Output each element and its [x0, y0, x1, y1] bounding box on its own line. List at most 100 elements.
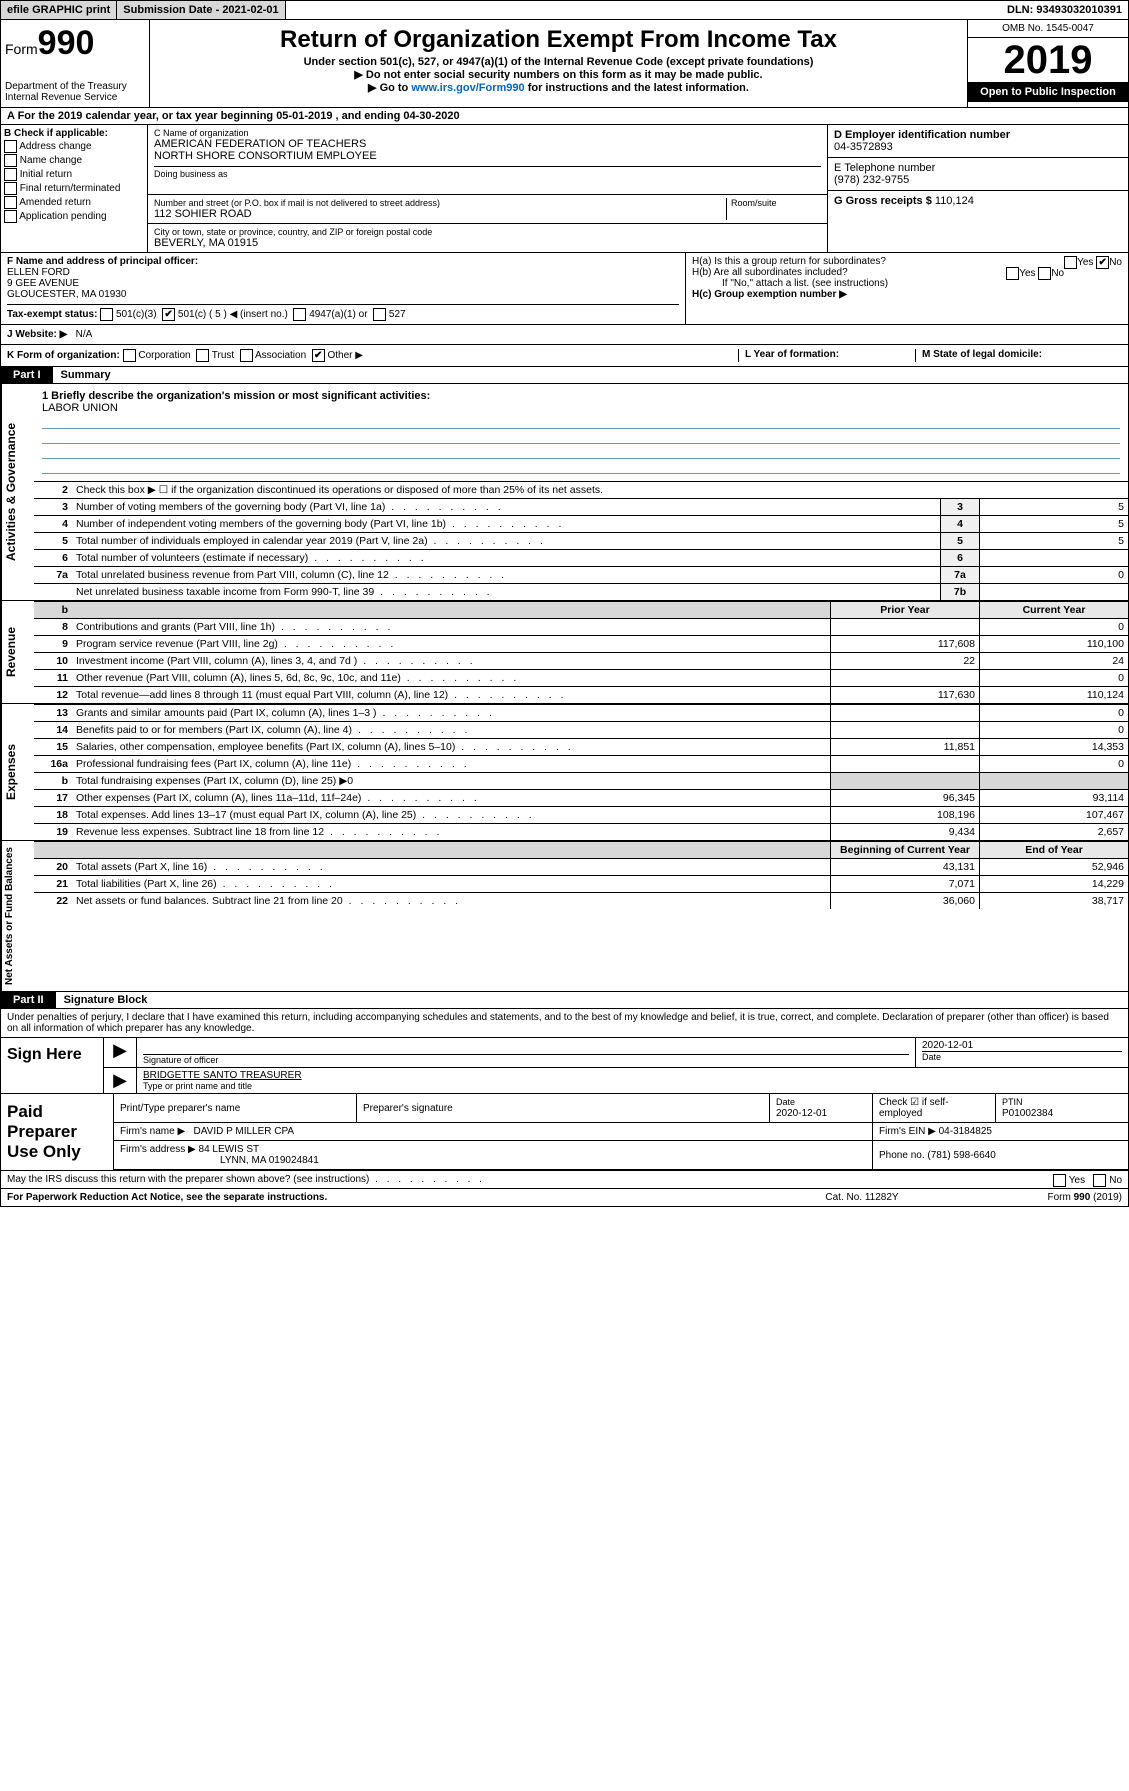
box-e-phone: E Telephone number (978) 232-9755: [828, 158, 1128, 191]
mission-text: LABOR UNION: [42, 402, 1120, 414]
row-a-tax-year: A For the 2019 calendar year, or tax yea…: [0, 108, 1129, 125]
checkbox-discuss-no[interactable]: [1093, 1174, 1106, 1187]
vlabel-governance: Activities & Governance: [1, 384, 34, 600]
firm-addr1: 84 LEWIS ST: [199, 1144, 260, 1155]
penalties-text: Under penalties of perjury, I declare th…: [1, 1009, 1128, 1038]
checkbox-501c3[interactable]: [100, 308, 113, 321]
part1-expenses: Expenses 13Grants and similar amounts pa…: [0, 704, 1129, 841]
paperwork-notice: For Paperwork Reduction Act Notice, see …: [7, 1192, 762, 1203]
checkbox-527[interactable]: [373, 308, 386, 321]
address-label: Number and street (or P.O. box if mail i…: [154, 198, 726, 208]
subtitle-2: ▶ Do not enter social security numbers o…: [154, 68, 963, 81]
vlabel-revenue: Revenue: [1, 601, 34, 703]
footer-row: For Paperwork Reduction Act Notice, see …: [0, 1189, 1129, 1207]
row-klm: K Form of organization: Corporation Trus…: [0, 345, 1129, 367]
checkbox-initial-return[interactable]: [4, 168, 17, 181]
prep-sig-hdr: Preparer's signature: [357, 1094, 770, 1123]
box-g-receipts: G Gross receipts $ 110,124: [828, 191, 1128, 211]
typed-name-label: Type or print name and title: [143, 1081, 1122, 1091]
cat-number: Cat. No. 11282Y: [762, 1192, 962, 1203]
checkbox-trust[interactable]: [196, 349, 209, 362]
part1-body: Activities & Governance 1 Briefly descri…: [0, 384, 1129, 601]
sig-date: 2020-12-01: [922, 1040, 1122, 1051]
part1-netassets: Net Assets or Fund Balances Beginning of…: [0, 841, 1129, 992]
signature-block: Under penalties of perjury, I declare th…: [0, 1009, 1129, 1094]
form-title: Return of Organization Exempt From Incom…: [154, 26, 963, 54]
org-name-label: C Name of organization: [154, 128, 821, 138]
checkbox-assoc[interactable]: [240, 349, 253, 362]
prep-self-employed: Check ☑ if self-employed: [873, 1094, 996, 1123]
ptin-value: P01002384: [1002, 1108, 1053, 1119]
irs-link[interactable]: www.irs.gov/Form990: [411, 82, 524, 94]
preparer-label: Paid Preparer Use Only: [1, 1094, 114, 1170]
city-label: City or town, state or province, country…: [154, 227, 821, 237]
discuss-row: May the IRS discuss this return with the…: [0, 1171, 1129, 1189]
q1-label: 1 Briefly describe the organization's mi…: [42, 390, 1120, 402]
arrow-icon: ▶: [104, 1038, 137, 1067]
box-l-year-formation: L Year of formation:: [738, 349, 915, 362]
firm-phone: (781) 598-6640: [927, 1150, 995, 1161]
checkbox-ha-no[interactable]: [1096, 256, 1109, 269]
checkbox-ha-yes[interactable]: [1064, 256, 1077, 269]
box-f-officer: F Name and address of principal officer:…: [1, 253, 686, 324]
arrow-icon: ▶: [104, 1068, 137, 1093]
dba-label: Doing business as: [154, 166, 821, 179]
section-fhi: F Name and address of principal officer:…: [0, 253, 1129, 325]
checkbox-address-change[interactable]: [4, 140, 17, 153]
netassets-table: Beginning of Current YearEnd of Year 20T…: [34, 841, 1128, 909]
part2-header: Part II Signature Block: [0, 992, 1129, 1009]
dln-label: DLN: 93493032010391: [1001, 1, 1128, 19]
checkbox-name-change[interactable]: [4, 154, 17, 167]
org-name: AMERICAN FEDERATION OF TEACHERS NORTH SH…: [154, 138, 821, 162]
subtitle-1: Under section 501(c), 527, or 4947(a)(1)…: [154, 56, 963, 68]
preparer-block: Paid Preparer Use Only Print/Type prepar…: [0, 1094, 1129, 1171]
prep-date: 2020-12-01: [776, 1108, 827, 1119]
submission-date-button[interactable]: Submission Date - 2021-02-01: [117, 1, 285, 19]
checkbox-other[interactable]: [312, 349, 325, 362]
omb-number: OMB No. 1545-0047: [968, 20, 1128, 38]
expenses-table: 13Grants and similar amounts paid (Part …: [34, 704, 1128, 840]
box-m-state-domicile: M State of legal domicile:: [915, 349, 1122, 362]
checkbox-corp[interactable]: [123, 349, 136, 362]
checkbox-501c[interactable]: [162, 308, 175, 321]
governance-table: 2Check this box ▶ ☐ if the organization …: [34, 481, 1128, 600]
sig-officer-label: Signature of officer: [143, 1054, 909, 1065]
sig-date-label: Date: [922, 1051, 1122, 1062]
part1-revenue: Revenue bPrior YearCurrent Year 8Contrib…: [0, 601, 1129, 704]
vlabel-expenses: Expenses: [1, 704, 34, 840]
top-bar: efile GRAPHIC print Submission Date - 20…: [0, 0, 1129, 20]
form-number-footer: Form 990 (2019): [962, 1192, 1122, 1203]
room-suite-label: Room/suite: [726, 198, 821, 220]
prep-name-hdr: Print/Type preparer's name: [114, 1094, 357, 1123]
checkbox-hb-yes[interactable]: [1006, 267, 1019, 280]
subtitle-3: ▶ Go to www.irs.gov/Form990 for instruct…: [154, 81, 963, 94]
vlabel-netassets: Net Assets or Fund Balances: [1, 841, 34, 991]
checkbox-hb-no[interactable]: [1038, 267, 1051, 280]
street-address: 112 SOHIER ROAD: [154, 208, 726, 220]
box-d-ein: D Employer identification number 04-3572…: [828, 125, 1128, 158]
section-bcdeg: B Check if applicable: Address change Na…: [0, 125, 1129, 253]
sign-here-label: Sign Here: [1, 1038, 104, 1093]
tax-year: 2019: [968, 38, 1128, 82]
dept-label: Department of the Treasury Internal Reve…: [5, 81, 145, 103]
checkbox-application-pending[interactable]: [4, 210, 17, 223]
checkbox-final-return[interactable]: [4, 182, 17, 195]
inspection-badge: Open to Public Inspection: [968, 82, 1128, 102]
form-header: Form990 Department of the Treasury Inter…: [0, 20, 1129, 108]
city-state-zip: BEVERLY, MA 01915: [154, 237, 821, 249]
firm-addr2: LYNN, MA 019024841: [120, 1155, 319, 1166]
box-h: H(a) Is this a group return for subordin…: [686, 253, 1128, 324]
checkbox-amended[interactable]: [4, 196, 17, 209]
box-b: B Check if applicable: Address change Na…: [1, 125, 148, 252]
tax-status-label: Tax-exempt status:: [7, 309, 97, 320]
box-j-website: J Website: ▶ N/A: [0, 325, 1129, 345]
typed-name: BRIDGETTE SANTO TREASURER: [143, 1070, 1122, 1081]
efile-button[interactable]: efile GRAPHIC print: [1, 1, 117, 19]
form-number: Form990: [5, 24, 145, 63]
checkbox-4947[interactable]: [293, 308, 306, 321]
revenue-table: bPrior YearCurrent Year 8Contributions a…: [34, 601, 1128, 703]
part1-header: Part I Summary: [0, 367, 1129, 384]
firm-ein: 04-3184825: [939, 1126, 992, 1137]
firm-name: DAVID P MILLER CPA: [194, 1126, 295, 1137]
checkbox-discuss-yes[interactable]: [1053, 1174, 1066, 1187]
